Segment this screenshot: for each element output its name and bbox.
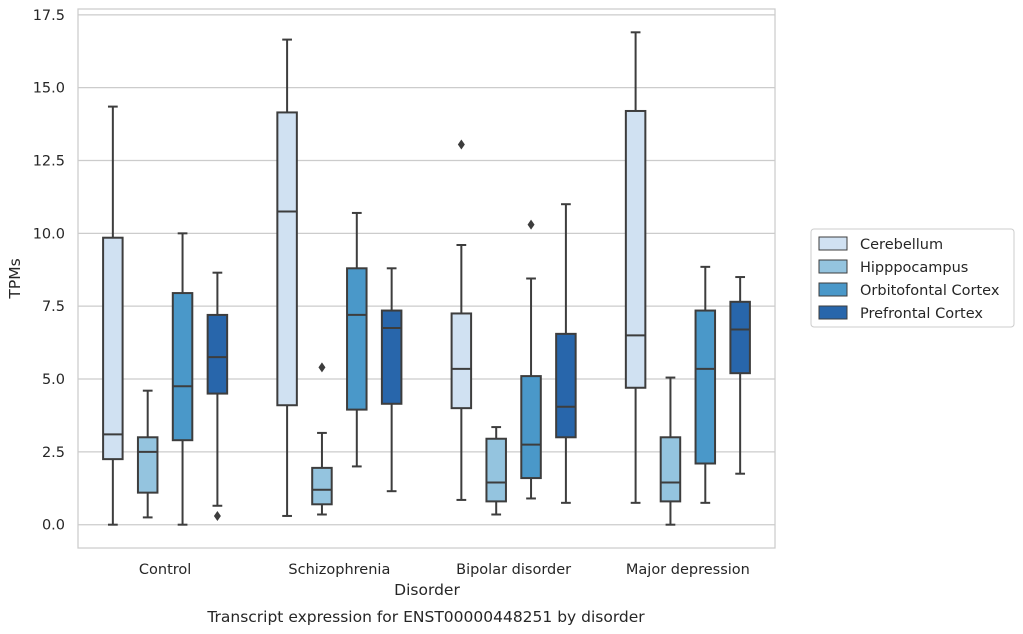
- y-tick-label: 12.5: [33, 154, 65, 170]
- box-orbitofontal-cortex: [346, 211, 368, 468]
- outlier-point: [213, 510, 221, 521]
- x-tick-label: Major depression: [626, 562, 750, 578]
- box-prefrontal-cortex: [380, 267, 403, 493]
- box-hipppocampus: [136, 389, 159, 519]
- box-iqr: [520, 375, 542, 480]
- box-iqr: [694, 309, 717, 465]
- box-hipppocampus: [311, 362, 333, 516]
- outlier-point: [457, 139, 465, 150]
- legend-frame: [810, 228, 1015, 328]
- legend-label: Hipppocampus: [860, 260, 968, 276]
- box-iqr: [311, 466, 333, 506]
- box-iqr: [346, 267, 368, 411]
- y-tick-label: 17.5: [33, 8, 65, 24]
- box-orbitofontal-cortex: [694, 265, 717, 504]
- legend-swatch: [818, 236, 848, 251]
- y-tick-labels: 0.0 2.5 5.0 7.5 10.0 12.5 15.0 17.5: [33, 8, 65, 534]
- box-iqr: [485, 437, 507, 503]
- legend-swatch: [818, 282, 848, 297]
- box-cerebellum: [102, 105, 124, 526]
- y-tick-label: 7.5: [42, 299, 65, 315]
- box-iqr: [450, 312, 473, 410]
- box-iqr: [136, 436, 159, 494]
- gridlines: [78, 14, 775, 526]
- box-iqr: [102, 236, 124, 461]
- plot-frame: [77, 8, 776, 549]
- box-cerebellum: [624, 31, 647, 504]
- y-tick-label: 15.0: [33, 81, 65, 97]
- y-tick-label: 5.0: [42, 372, 65, 388]
- chart-caption: Transcript expression for ENST0000044825…: [206, 608, 645, 626]
- box-prefrontal-cortex: [206, 271, 229, 521]
- box-hipppocampus: [485, 426, 507, 516]
- legend-swatch: [818, 305, 848, 320]
- box-orbitofontal-cortex: [520, 219, 542, 500]
- x-tick-label: Schizophrenia: [288, 562, 390, 578]
- box-iqr: [380, 309, 403, 405]
- boxes: [102, 31, 751, 526]
- legend-item: Hipppocampus: [818, 259, 968, 276]
- box-iqr: [206, 313, 229, 395]
- x-tick-label: Bipolar disorder: [456, 562, 571, 578]
- box-prefrontal-cortex: [555, 203, 577, 504]
- x-axis-label: Disorder: [394, 581, 460, 599]
- y-tick-label: 2.5: [42, 445, 65, 461]
- outlier-point: [318, 362, 326, 373]
- box-prefrontal-cortex: [729, 276, 751, 475]
- box-iqr: [659, 436, 682, 503]
- legend-item: Prefrontal Cortex: [818, 305, 983, 322]
- legend-label: Orbitofontal Cortex: [860, 283, 1000, 299]
- legend-swatch: [818, 259, 848, 274]
- box-iqr: [624, 109, 647, 389]
- x-tick-label: Control: [139, 562, 191, 578]
- box-iqr: [729, 300, 751, 375]
- box-iqr: [555, 332, 577, 439]
- y-axis-label: TPMs: [6, 258, 24, 299]
- outlier-point: [527, 219, 535, 230]
- box-cerebellum: [450, 139, 473, 501]
- box-iqr: [171, 292, 194, 442]
- legend-item: Cerebellum: [818, 236, 943, 253]
- legend-label: Cerebellum: [860, 237, 943, 253]
- x-tick-labels: Control Schizophrenia Bipolar disorder Majo…: [139, 562, 750, 578]
- plot-background: [78, 9, 775, 548]
- y-tick-label: 10.0: [33, 226, 65, 242]
- legend: Cerebellum Hipppocampus Orbitofontal Corte…: [810, 228, 1015, 328]
- legend-item: Orbitofontal Cortex: [818, 282, 1000, 299]
- y-tick-label: 0.0: [42, 518, 65, 534]
- box-orbitofontal-cortex: [171, 232, 194, 526]
- box-iqr: [276, 111, 298, 407]
- box-cerebellum: [276, 38, 298, 517]
- legend-label: Prefrontal Cortex: [860, 306, 983, 322]
- box-hipppocampus: [659, 376, 682, 526]
